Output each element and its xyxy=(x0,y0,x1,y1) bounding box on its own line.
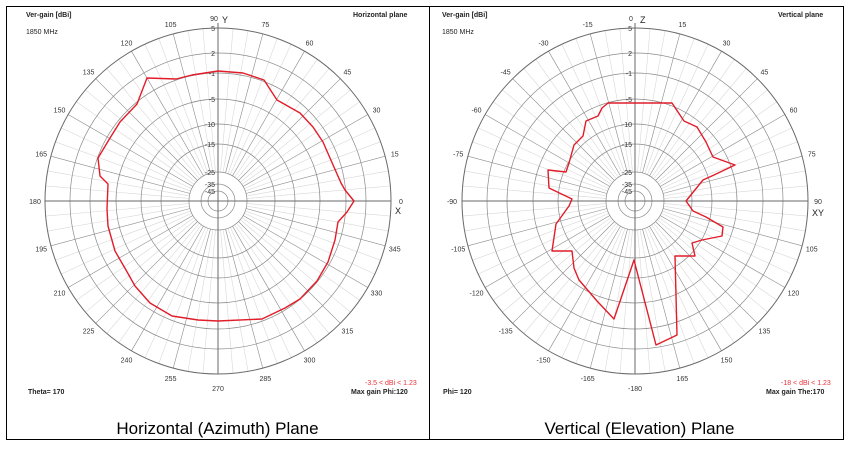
right-axis-right-label: XY xyxy=(812,208,825,218)
radial-tick-label: -5 xyxy=(209,97,215,104)
angle-tick-label: -90 xyxy=(447,199,457,206)
radial-tick-label: -1 xyxy=(626,71,632,78)
angle-tick-label: 270 xyxy=(212,386,224,393)
right-fixed-angle: Phi= 120 xyxy=(443,389,472,396)
radial-tick-label: -45 xyxy=(205,189,215,196)
angle-tick-label: 150 xyxy=(54,108,66,115)
left-frequency: 1850 MHz xyxy=(26,29,58,36)
angle-tick-label: 135 xyxy=(759,328,771,335)
radial-tick-label: -45 xyxy=(622,189,632,196)
left-range-text: -3.5 < dBi < 1.23 xyxy=(365,380,417,387)
angle-tick-label: 165 xyxy=(677,376,689,383)
angle-tick-label: 45 xyxy=(761,70,769,77)
right-caption: Vertical (Elevation) Plane xyxy=(544,419,735,438)
angle-tick-label: 90 xyxy=(210,16,218,23)
right-max-gain: Max gain The:170 xyxy=(766,389,825,396)
radial-tick-label: -10 xyxy=(205,122,215,129)
angle-tick-label: 180 xyxy=(29,199,41,206)
angle-tick-label: 255 xyxy=(165,376,177,383)
angle-tick-label: 60 xyxy=(306,41,314,48)
radial-tick-label: 5 xyxy=(211,26,215,33)
angle-tick-label: -165 xyxy=(581,376,595,383)
angle-tick-label: -45 xyxy=(501,70,511,77)
angle-tick-label: 0 xyxy=(399,199,403,206)
angle-tick-label: 0 xyxy=(629,16,633,23)
angle-tick-label: 165 xyxy=(35,152,47,159)
radial-tick-label: -1 xyxy=(209,71,215,78)
angle-tick-label: -180 xyxy=(628,386,642,393)
angle-tick-label: 105 xyxy=(806,246,818,253)
radial-tick-label: -25 xyxy=(622,170,632,177)
angle-tick-label: 150 xyxy=(721,357,733,364)
angle-tick-label: 300 xyxy=(304,357,316,364)
right-range-text: -18 < dBi < 1.23 xyxy=(781,380,831,387)
angle-tick-label: 90 xyxy=(814,199,822,206)
angle-tick-label: 135 xyxy=(83,70,95,77)
angle-tick-label: 345 xyxy=(389,246,401,253)
angle-tick-label: 315 xyxy=(342,328,354,335)
angle-tick-label: -135 xyxy=(499,328,513,335)
vertical-polar-chart: 52-1-5-10-15-25-35-459075604530150-15-30… xyxy=(447,16,822,393)
angle-tick-label: 60 xyxy=(790,108,798,115)
angle-tick-label: 120 xyxy=(788,291,800,298)
radial-tick-label: -10 xyxy=(622,122,632,129)
radial-tick-label: -15 xyxy=(622,142,632,149)
left-axis-right-label: X xyxy=(395,206,402,216)
angle-tick-label: 30 xyxy=(723,41,731,48)
right-ylabel: Ver-gain [dBi] xyxy=(442,12,488,19)
left-ylabel: Ver-gain [dBi] xyxy=(26,12,72,19)
panel-divider xyxy=(429,6,430,440)
radial-tick-label: 2 xyxy=(211,51,215,58)
horizontal-polar-chart: 5 2 -1 -5 -10 -15 -25 -35-45 0 15 30 45 60 75 90 105 120… xyxy=(29,16,403,393)
angle-tick-label: 225 xyxy=(83,328,95,335)
left-axis-up-label: Y xyxy=(222,15,229,25)
radial-tick-label: -15 xyxy=(205,142,215,149)
angle-tick-label: 75 xyxy=(808,152,816,159)
angle-tick-label: -120 xyxy=(470,291,484,298)
angle-tick-label: 15 xyxy=(678,22,686,29)
angle-tick-label: 240 xyxy=(121,357,133,364)
figure-frame xyxy=(6,6,844,440)
angle-tick-label: 330 xyxy=(371,291,383,298)
radial-tick-label: -25 xyxy=(205,170,215,177)
angle-tick-label: -150 xyxy=(536,357,550,364)
angle-tick-label: -105 xyxy=(451,246,465,253)
angle-tick-label: 105 xyxy=(165,22,177,29)
angle-tick-label: 75 xyxy=(261,22,269,29)
angle-tick-label: 285 xyxy=(260,376,272,383)
left-max-gain: Max gain Phi:120 xyxy=(351,389,408,396)
angle-tick-label: -75 xyxy=(453,152,463,159)
left-caption: Horizontal (Azimuth) Plane xyxy=(116,419,319,438)
angle-tick-label: 120 xyxy=(121,41,133,48)
angle-tick-label: -15 xyxy=(583,22,593,29)
radial-tick-label: -35 xyxy=(205,182,215,189)
angle-tick-label: 30 xyxy=(373,108,381,115)
angle-tick-label: 15 xyxy=(391,152,399,159)
right-plane-title: Vertical plane xyxy=(778,12,824,19)
angle-tick-label: 210 xyxy=(54,291,66,298)
left-fixed-angle: Theta= 170 xyxy=(28,389,65,396)
radial-tick-label: -35 xyxy=(622,182,632,189)
right-axis-up-label: Z xyxy=(640,15,646,25)
angle-tick-label: -60 xyxy=(471,108,481,115)
vertical-gain-trace xyxy=(547,102,736,346)
radial-tick-label: 5 xyxy=(628,26,632,33)
right-frequency: 1850 MHz xyxy=(442,29,474,36)
left-plane-title: Horizontal plane xyxy=(353,12,408,19)
angle-tick-label: -30 xyxy=(538,41,548,48)
radial-tick-label: 2 xyxy=(628,51,632,58)
radial-tick-label: -5 xyxy=(626,97,632,104)
angle-tick-label: 195 xyxy=(35,246,47,253)
angle-tick-label: 45 xyxy=(344,70,352,77)
horizontal-gain-trace xyxy=(97,70,355,322)
